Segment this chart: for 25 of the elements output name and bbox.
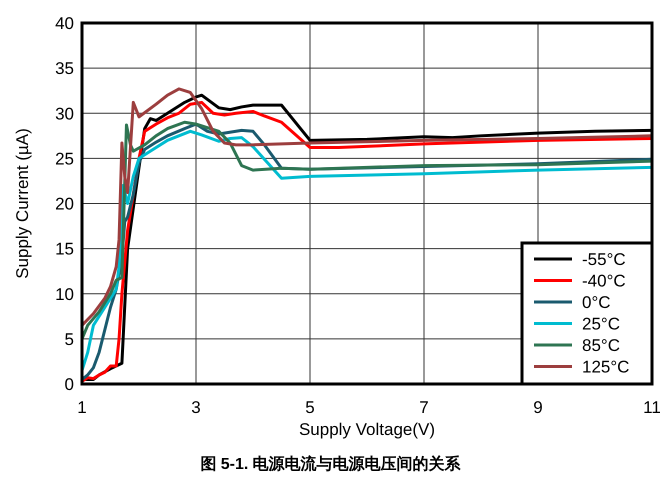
y-axis-title: Supply Current (µA) — [13, 128, 32, 279]
legend-label: 85°C — [582, 336, 620, 355]
legend-label: 0°C — [582, 293, 611, 312]
y-tick-label: 10 — [55, 284, 74, 304]
x-tick-label: 1 — [77, 398, 87, 417]
legend-label: 125°C — [582, 358, 630, 376]
legend-label: -40°C — [582, 272, 626, 290]
caption: 图 5-1. 电源电流与电源电压间的关系 — [200, 454, 462, 473]
y-tick-label: 15 — [55, 240, 74, 259]
x-tick-label: 5 — [305, 398, 315, 417]
y-tick-label: 40 — [55, 14, 74, 33]
y-tick-label: 25 — [55, 149, 74, 168]
y-tick-label: 20 — [55, 194, 74, 214]
y-tick-label: 0 — [64, 375, 74, 394]
y-tick-label: 5 — [64, 330, 74, 349]
x-tick-label: 11 — [643, 398, 661, 417]
x-tick-label: 9 — [533, 398, 543, 417]
x-tick-label: 3 — [191, 398, 201, 417]
y-tick-label: 30 — [55, 104, 74, 124]
x-tick-label: 7 — [419, 398, 429, 417]
x-axis-title: Supply Voltage(V) — [298, 420, 436, 439]
legend-label: -55°C — [582, 250, 626, 269]
y-tick-label: 35 — [55, 59, 74, 78]
legend-label: 25°C — [582, 314, 620, 334]
line-series — [80, 120, 654, 340]
